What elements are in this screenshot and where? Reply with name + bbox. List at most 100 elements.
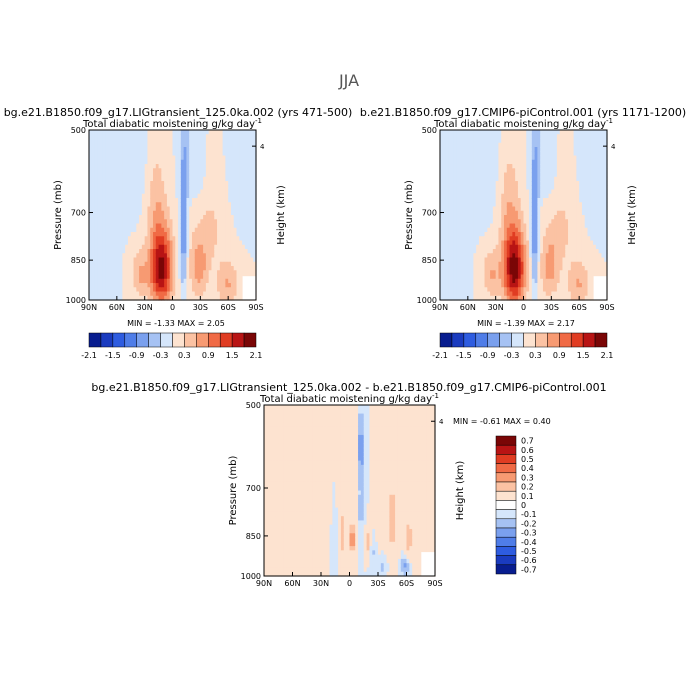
heatmap-cell [130, 159, 135, 165]
heatmap-cell [601, 240, 605, 246]
heatmap-cell [183, 202, 188, 208]
heatmap-cell [562, 283, 566, 288]
heatmap-cell [484, 168, 488, 174]
heatmap-cell [122, 215, 126, 220]
heatmap-cell [155, 172, 160, 178]
heatmap-cell [91, 159, 96, 165]
heatmap-field [440, 130, 608, 301]
heatmap-cell [520, 168, 525, 174]
heatmap-cell [506, 164, 511, 169]
heatmap-cell [604, 261, 608, 267]
heatmap-cell [219, 210, 224, 216]
heatmap-cell [189, 270, 193, 276]
heatmap-cell [166, 181, 171, 186]
heatmap-cell [158, 176, 162, 182]
heatmap-cell [175, 159, 179, 165]
heatmap-cell [598, 142, 603, 148]
heatmap-cell [203, 159, 207, 165]
heatmap-cell [534, 138, 539, 144]
heatmap-cell [205, 291, 210, 297]
heatmap-cell [490, 295, 494, 301]
heatmap-cell [239, 278, 243, 284]
heatmap-cell [91, 198, 96, 203]
heatmap-cell [97, 159, 101, 165]
heatmap-cell [456, 210, 461, 216]
heatmap-cell [490, 287, 494, 293]
heatmap-cell [584, 164, 589, 169]
heatmap-cell [116, 266, 121, 271]
heatmap-cell [164, 244, 168, 250]
heatmap-cell [573, 215, 577, 220]
heatmap-cell [228, 189, 232, 195]
heatmap-cell [155, 206, 160, 212]
heatmap-cell [453, 244, 458, 250]
heatmap-cell [534, 134, 539, 140]
heatmap-cell [164, 168, 168, 174]
heatmap-cell [456, 147, 461, 152]
heatmap-cell [598, 176, 603, 182]
heatmap-cell [515, 176, 519, 182]
heatmap-cell [473, 164, 477, 169]
heatmap-cell [180, 172, 185, 178]
heatmap-cell [175, 215, 179, 220]
heatmap-cell [473, 253, 477, 259]
heatmap-cell [581, 278, 586, 284]
heatmap-cell [141, 295, 146, 301]
heatmap-cell [164, 240, 168, 246]
heatmap-cell [191, 270, 196, 276]
heatmap-cell [593, 172, 597, 178]
heatmap-cell [590, 215, 594, 220]
heatmap-cell [576, 159, 580, 165]
heatmap-cell [150, 172, 154, 178]
heatmap-cell [451, 193, 455, 199]
heatmap-cell [236, 287, 240, 293]
heatmap-cell [89, 168, 93, 174]
heatmap-cell [512, 215, 516, 220]
heatmap-cell [590, 266, 594, 271]
heatmap-cell [445, 185, 449, 191]
heatmap-cell [504, 210, 508, 216]
heatmap-cell [517, 244, 522, 250]
heatmap-cell [119, 266, 123, 271]
heatmap-cell [456, 193, 461, 199]
heatmap-cell [593, 236, 597, 242]
heatmap-cell [476, 189, 480, 195]
heatmap-cell [102, 147, 107, 152]
heatmap-cell [155, 232, 160, 237]
heatmap-cell [175, 291, 179, 297]
heatmap-cell [556, 232, 561, 237]
heatmap-cell [200, 291, 204, 297]
heatmap-cell [108, 210, 112, 216]
heatmap-cell [467, 249, 472, 254]
heatmap-cell [144, 210, 149, 216]
heatmap-cell [456, 249, 461, 254]
heatmap-cell [244, 164, 249, 169]
heatmap-cell [247, 159, 252, 165]
heatmap-cell [139, 274, 143, 280]
heatmap-cell [526, 227, 530, 233]
heatmap-cell [442, 189, 447, 195]
heatmap-cell [250, 261, 254, 267]
heatmap-cell [453, 215, 458, 220]
heatmap-cell [178, 278, 182, 284]
heatmap-cell [222, 283, 226, 288]
heatmap-cell [130, 291, 135, 297]
heatmap-cell [175, 223, 179, 229]
heatmap-cell [490, 253, 494, 259]
heatmap-cell [89, 244, 93, 250]
heatmap-cell [576, 185, 580, 191]
heatmap-cell [228, 249, 232, 254]
heatmap-cell [125, 223, 129, 229]
heatmap-cell [169, 164, 174, 169]
heatmap-cell [523, 219, 527, 225]
heatmap-cell [169, 155, 174, 161]
heatmap-cell [548, 210, 552, 216]
heatmap-cell [487, 198, 491, 203]
heatmap-cell [537, 236, 541, 242]
heatmap-cell [203, 138, 207, 144]
heatmap-cell [587, 134, 591, 140]
heatmap-cell [573, 257, 577, 263]
heatmap-cell [203, 210, 207, 216]
heatmap-cell [141, 206, 146, 212]
heatmap-cell [183, 198, 188, 203]
